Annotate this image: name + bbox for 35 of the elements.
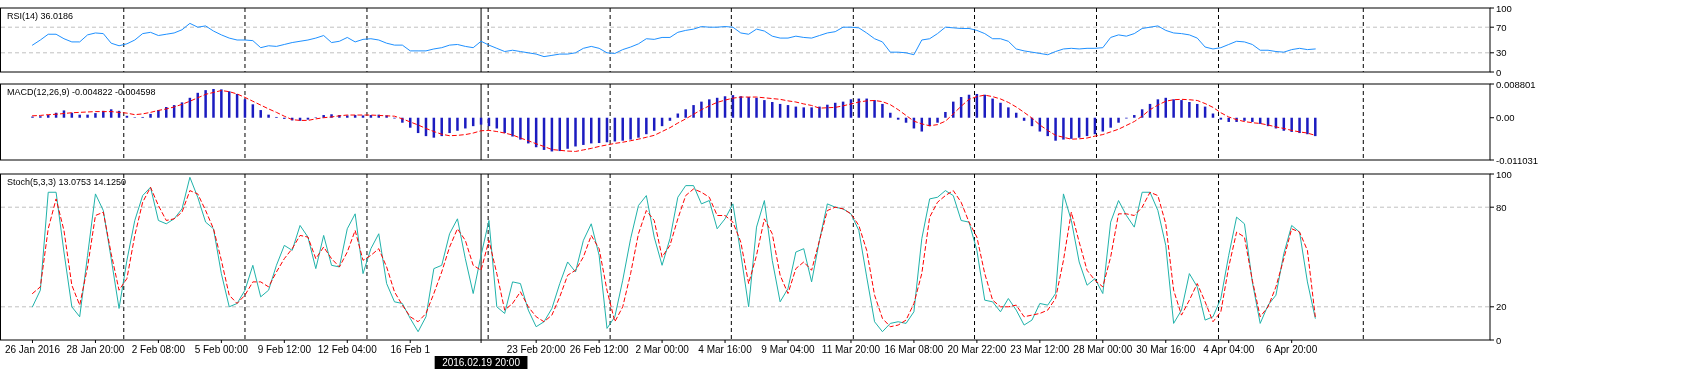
x-tick-label: 16 Mar 08:00	[884, 344, 944, 355]
x-tick-label: 6 Apr 20:00	[1266, 344, 1318, 355]
x-tick-label: 23 Feb 20:00	[506, 344, 567, 355]
x-tick-label: 4 Apr 04:00	[1203, 344, 1255, 355]
y-tick-label: 0.008801	[1496, 78, 1536, 90]
y-tick-label: 0.00	[1496, 112, 1515, 124]
x-tick-label: 2 Mar 00:00	[635, 344, 690, 355]
x-tick-label: 9 Feb 12:00	[257, 344, 312, 355]
y-tick-label: 100	[1496, 168, 1512, 180]
x-tick-label: 9 Mar 04:00	[761, 344, 816, 355]
chart-title: RSI(14) 36.0186	[7, 11, 74, 21]
x-tick-label: 20 Mar 22:00	[947, 344, 1007, 355]
y-tick-label: 100	[1496, 2, 1512, 14]
x-tick-label: 23 Mar 12:00	[1010, 344, 1070, 355]
y-tick-label: 0	[1496, 334, 1502, 346]
chart-title: Stoch(5,3,3) 13.0753 14.1250	[7, 177, 127, 187]
y-tick-label: 70	[1496, 21, 1507, 33]
x-tick-label: 2 Feb 08:00	[131, 344, 186, 355]
x-tick-label: 12 Feb 04:00	[317, 344, 378, 355]
x-tick-label: 2016.02.19 20:00	[442, 357, 521, 368]
x-tick-label: 26 Jan 2016	[4, 344, 61, 355]
y-tick-label: 80	[1496, 201, 1507, 213]
x-tick-label: 28 Jan 20:00	[66, 344, 125, 355]
y-tick-label: 0	[1496, 66, 1502, 78]
x-tick-label: 5 Feb 00:00	[194, 344, 249, 355]
y-tick-label: 20	[1496, 301, 1507, 313]
x-tick-label: 30 Mar 16:00	[1136, 344, 1196, 355]
x-tick-label: 4 Mar 16:00	[698, 344, 753, 355]
x-tick-label: 26 Feb 12:00	[569, 344, 630, 355]
x-tick-label: 11 Mar 20:00	[821, 344, 881, 355]
x-tick-label: 28 Mar 00:00	[1073, 344, 1133, 355]
x-tick-label: 16 Feb 1	[390, 344, 431, 355]
y-tick-label: 30	[1496, 47, 1507, 59]
chart-title: MACD(12,26,9) -0.004822 -0.004598	[7, 87, 156, 97]
y-tick-label: -0.011031	[1496, 154, 1539, 166]
